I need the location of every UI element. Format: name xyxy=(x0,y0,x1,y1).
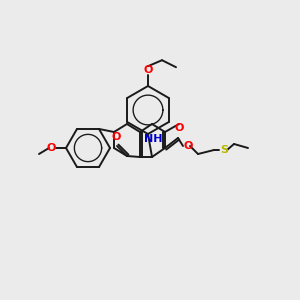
Text: O: O xyxy=(183,141,192,151)
Text: O: O xyxy=(143,65,153,75)
Text: O: O xyxy=(174,123,184,133)
Text: NH: NH xyxy=(144,134,162,144)
Text: S: S xyxy=(220,145,228,155)
Text: O: O xyxy=(46,143,56,153)
Text: O: O xyxy=(111,132,121,142)
